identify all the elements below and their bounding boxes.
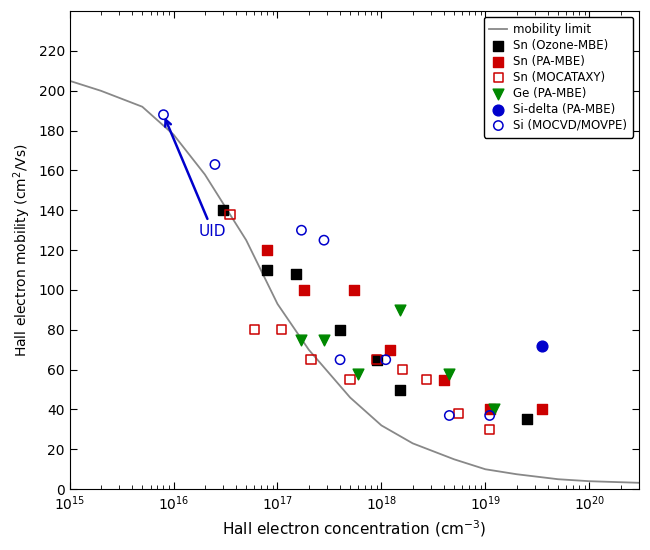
Sn (PA-MBE) [484,405,495,414]
Sn (MOCATAXY) [225,210,235,219]
Si (MOCVD/MOVPE) [159,111,169,119]
Sn (MOCATAXY) [277,326,287,334]
Sn (Ozone-MBE) [372,355,382,364]
mobility limit [66,78,73,84]
Si (MOCVD/MOVPE) [210,160,220,169]
Si (MOCVD/MOVPE) [318,236,329,245]
Sn (PA-MBE) [439,375,449,384]
Sn (Ozone-MBE) [291,270,301,278]
Si (MOCVD/MOVPE) [335,355,345,364]
Y-axis label: Hall electron mobility (cm$^{2}$/Vs): Hall electron mobility (cm$^{2}$/Vs) [11,143,32,357]
Ge (PA-MBE) [296,336,307,344]
Si (MOCVD/MOVPE) [296,226,307,235]
Sn (Ozone-MBE) [218,206,228,214]
mobility limit [170,131,177,138]
Legend: mobility limit, Sn (Ozone-MBE), Sn (PA-MBE), Sn (MOCATAXY), Ge (PA-MBE), Si-delt: mobility limit, Sn (Ozone-MBE), Sn (PA-M… [484,17,633,138]
Si-delta (PA-MBE) [537,342,547,350]
mobility limit [305,346,313,353]
Sn (MOCATAXY) [306,355,316,364]
Sn (PA-MBE) [384,345,395,354]
mobility limit [635,480,643,486]
Sn (MOCATAXY) [453,409,463,418]
Sn (Ozone-MBE) [335,326,345,334]
mobility limit [242,237,250,244]
Ge (PA-MBE) [488,405,499,414]
Sn (Ozone-MBE) [395,385,405,394]
Sn (PA-MBE) [537,405,547,414]
Sn (PA-MBE) [299,285,309,294]
mobility limit [97,87,105,94]
mobility limit [274,301,281,307]
Ge (PA-MBE) [395,305,405,314]
Sn (MOCATAXY) [372,355,382,364]
Sn (MOCATAXY) [397,365,408,374]
Sn (PA-MBE) [349,285,359,294]
mobility limit [586,478,593,485]
mobility limit [513,471,521,477]
X-axis label: Hall electron concentration (cm$^{-3}$): Hall electron concentration (cm$^{-3}$) [222,518,486,539]
mobility limit [450,456,458,463]
Sn (Ozone-MBE) [262,266,272,274]
Si (MOCVD/MOVPE) [484,411,495,420]
mobility limit [138,103,146,110]
Ge (PA-MBE) [318,336,329,344]
Sn (Ozone-MBE) [521,415,532,424]
Ge (PA-MBE) [444,369,454,378]
Ge (PA-MBE) [353,369,363,378]
Si (MOCVD/MOVPE) [380,355,391,364]
Sn (MOCATAXY) [421,375,432,384]
Sn (MOCATAXY) [249,326,259,334]
mobility limit [482,466,489,472]
mobility limit [409,440,417,447]
mobility limit [554,476,562,482]
Text: UID: UID [165,120,227,239]
Line: mobility limit: mobility limit [70,81,639,483]
mobility limit [201,171,209,178]
Sn (PA-MBE) [262,246,272,255]
Si (MOCVD/MOVPE) [444,411,454,420]
mobility limit [346,394,354,401]
Sn (MOCATAXY) [484,425,495,434]
Sn (MOCATAXY) [345,375,356,384]
mobility limit [378,422,385,429]
